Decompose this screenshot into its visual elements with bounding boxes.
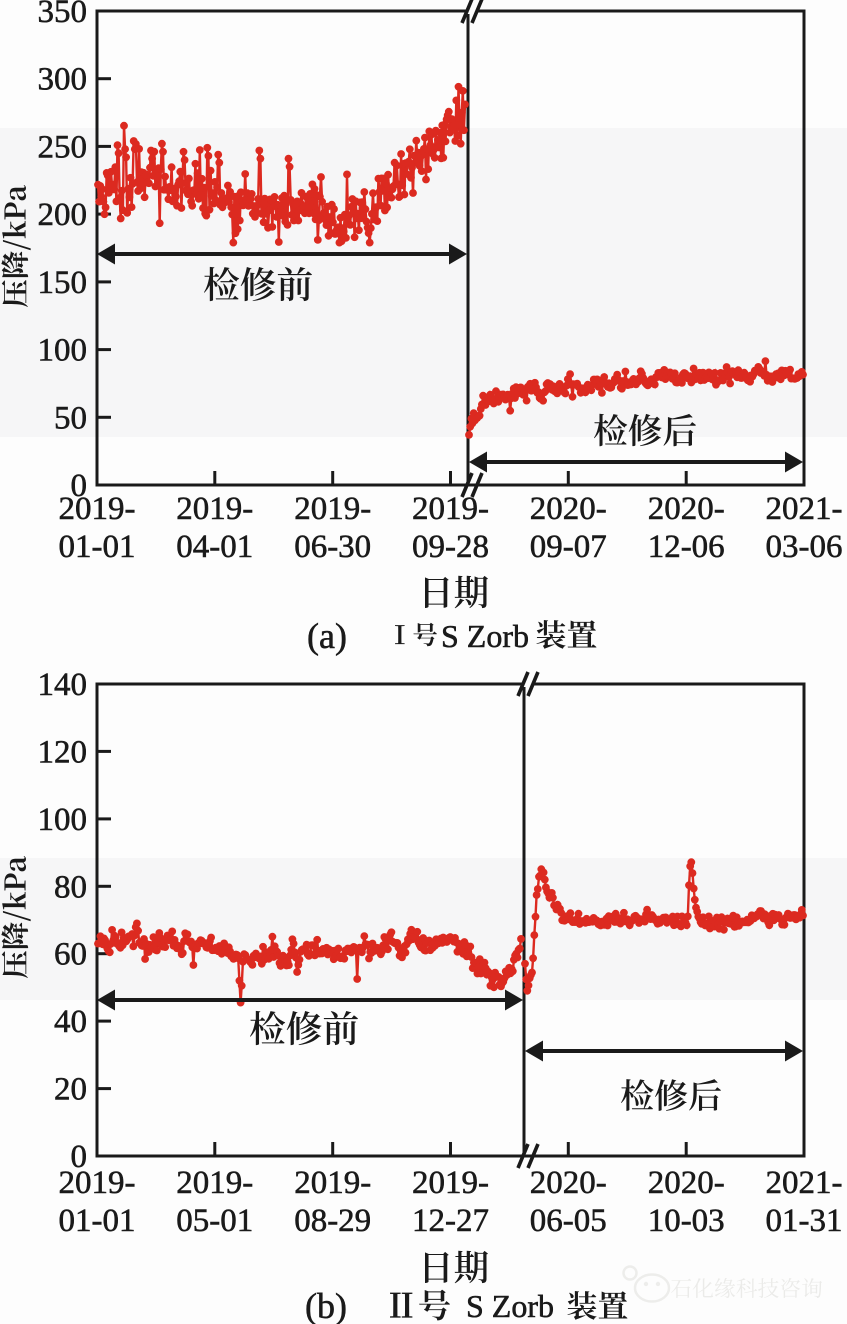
svg-text:2020-: 2020- [648,1165,725,1201]
svg-text:140: 140 [38,667,88,703]
svg-text:0: 0 [71,468,88,504]
svg-text:0: 0 [71,1139,88,1175]
svg-text:04-01: 04-01 [176,529,253,565]
svg-text:2019-: 2019- [294,1165,371,1201]
svg-text:60: 60 [54,937,87,973]
svg-text:2019-: 2019- [176,491,253,527]
svg-text:50: 50 [54,400,87,436]
svg-text:(b): (b) [305,1286,347,1324]
svg-text:09-07: 09-07 [530,529,607,565]
svg-text:100: 100 [38,333,88,369]
svg-text:200: 200 [38,197,88,233]
svg-text:250: 250 [38,129,88,165]
svg-text:80: 80 [54,869,87,905]
svg-text:2019-: 2019- [412,1165,489,1201]
svg-text:S Zorb: S Zorb [466,1288,554,1324]
svg-text:2019-: 2019- [59,491,136,527]
svg-text:09-28: 09-28 [412,529,489,565]
svg-text:2019-: 2019- [294,491,371,527]
svg-text:2019-: 2019- [412,491,489,527]
svg-text:S Zorb: S Zorb [441,618,529,654]
svg-text:05-01: 05-01 [176,1203,253,1239]
svg-text:350: 350 [38,0,88,30]
svg-text:12-27: 12-27 [412,1203,489,1239]
svg-text:2021-: 2021- [766,1165,843,1201]
svg-text:10-03: 10-03 [648,1203,725,1239]
svg-text:40: 40 [54,1004,87,1040]
svg-text:01-31: 01-31 [766,1203,843,1239]
svg-text:03-06: 03-06 [766,529,843,565]
svg-text:12-06: 12-06 [648,529,725,565]
svg-text:06-30: 06-30 [294,529,371,565]
svg-text:(a): (a) [307,616,347,656]
svg-text:100: 100 [38,802,88,838]
svg-text:2020-: 2020- [530,1165,607,1201]
svg-text:300: 300 [38,62,88,98]
svg-text:150: 150 [38,265,88,301]
svg-text:01-01: 01-01 [59,1203,136,1239]
svg-text:20: 20 [54,1072,87,1108]
svg-text:2020-: 2020- [530,491,607,527]
svg-text:01-01: 01-01 [59,529,136,565]
svg-text:06-05: 06-05 [530,1203,607,1239]
svg-text:120: 120 [38,734,88,770]
svg-text:2021-: 2021- [766,491,843,527]
svg-text:2020-: 2020- [648,491,725,527]
svg-text:2019-: 2019- [59,1165,136,1201]
svg-text:2019-: 2019- [176,1165,253,1201]
svg-text:08-29: 08-29 [294,1203,371,1239]
